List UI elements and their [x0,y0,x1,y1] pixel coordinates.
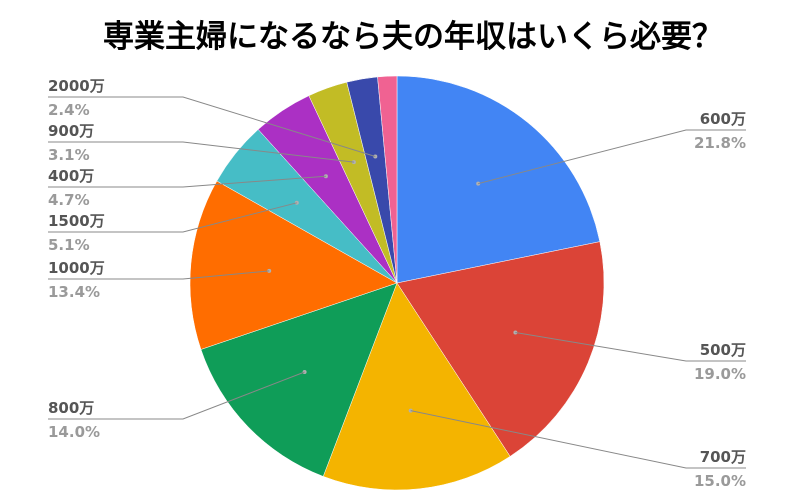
slice-percent-1000万: 13.4% [48,283,100,301]
slice-percent-2000万: 2.4% [48,101,90,119]
pie-slice-1000万 [189,180,398,350]
pie-slice-700万 [322,282,511,491]
slice-label-1000万: 1000万 [48,259,105,277]
slice-percent-600万: 21.8% [694,134,746,152]
slice-percent-700万: 15.0% [694,472,746,490]
slice-label-2000万: 2000万 [48,77,105,95]
pie-slice-unlabeled-9 [377,75,398,284]
leader-line-900万 [48,141,354,163]
leader-line-600万 [478,129,746,185]
slice-label-900万: 900万 [48,122,94,140]
slice-percent-1500万: 5.1% [48,236,90,254]
leader-line-2000万 [48,96,376,157]
slice-labels: 600万 21.8% 500万 19.0% 700万 15.0% 800万 14.0% 1000… [48,77,746,490]
slice-label-1500万: 1500万 [48,212,105,230]
slice-label-400万: 400万 [48,167,94,185]
pie-slice-500万 [396,241,605,457]
leader-line-400万 [48,175,326,188]
leader-line-1500万 [48,202,297,233]
pie-slice-600万 [396,75,601,284]
slice-label-700万: 700万 [700,448,746,466]
slice-percent-900万: 3.1% [48,146,90,164]
pie-slices [189,75,605,491]
slice-label-600万: 600万 [700,110,746,128]
slice-percent-500万: 19.0% [694,365,746,383]
leader-line-800万 [48,371,305,420]
slice-label-800万: 800万 [48,399,94,417]
leader-lines [48,96,746,469]
chart-title: 専業主婦になるなら夫の年収はいくら必要？ [103,19,723,55]
slice-percent-400万: 4.7% [48,191,90,209]
leader-line-500万 [515,332,746,362]
leader-line-1000万 [48,270,270,280]
slice-label-500万: 500万 [700,341,746,359]
slice-percent-800万: 14.0% [48,423,100,441]
leader-line-700万 [410,410,746,469]
pie-slice-800万 [200,282,398,477]
